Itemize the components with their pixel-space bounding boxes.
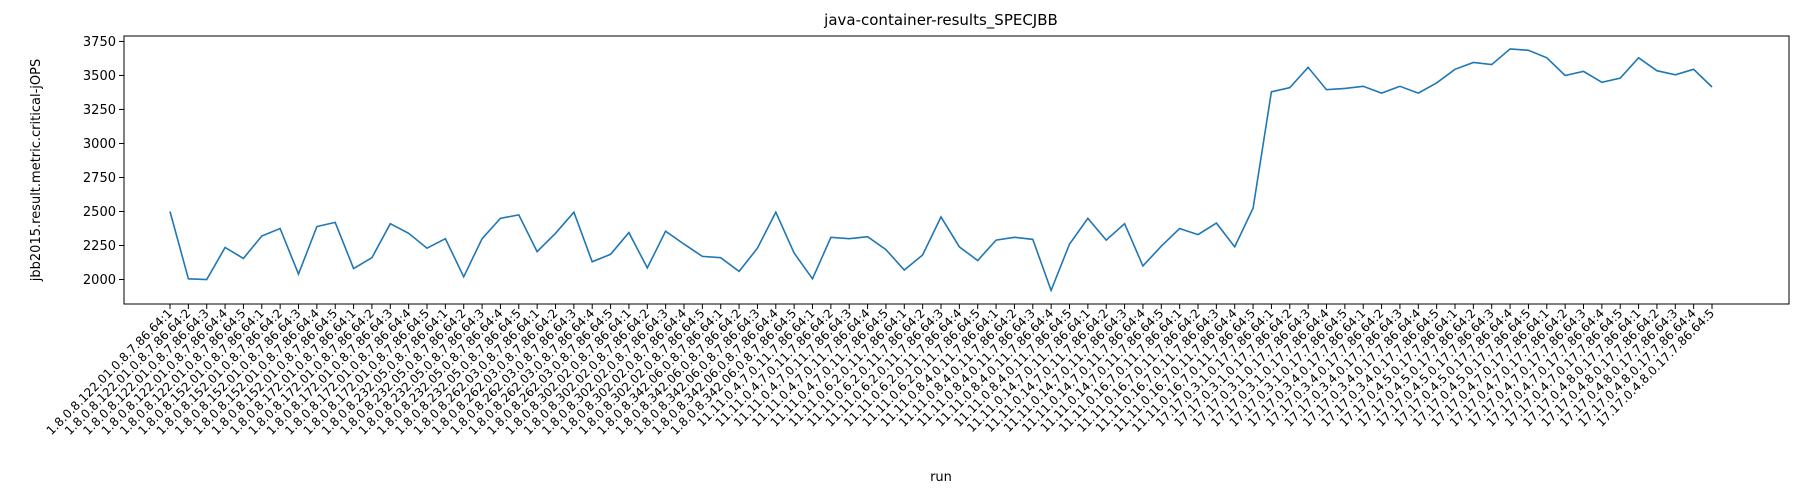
x-axis: 1.8.0.8.122.01.0.8.7.86.64:11.8.0.8.122.…: [44, 304, 1717, 438]
y-tick-label: 2000: [83, 273, 116, 288]
x-axis-label: run: [930, 470, 952, 485]
chart-title: java-container-results_SPECJBB: [823, 11, 1058, 30]
y-tick-label: 2250: [83, 239, 116, 254]
y-tick-label: 3250: [83, 103, 116, 118]
y-tick-label: 3000: [83, 137, 116, 152]
y-tick-label: 3500: [83, 69, 116, 84]
y-tick-label: 2750: [83, 171, 116, 186]
y-axis-label: jbb2015.result.metric.critical-jOPS: [29, 59, 44, 282]
y-axis: 2000 2250 2500 2750 3000 3250 3500 3750: [83, 35, 124, 288]
series-line: [169, 48, 1713, 293]
plot-area: [123, 35, 1790, 305]
y-tick-label: 3750: [83, 35, 116, 50]
y-tick-label: 2500: [83, 205, 116, 220]
